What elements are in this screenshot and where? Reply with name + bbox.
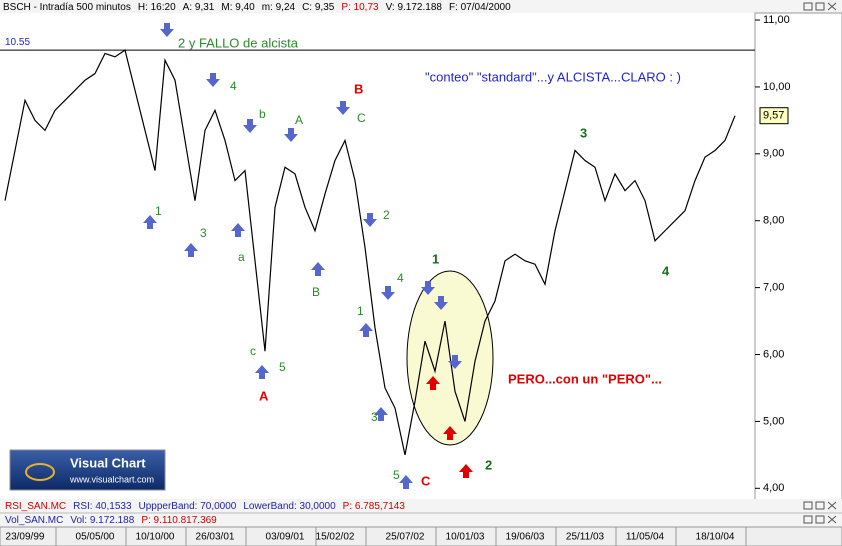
header-item: BSCH - Intradía 500 minutos xyxy=(3,2,131,13)
annotation: C xyxy=(421,473,431,488)
header-item: Vol_SAN.MC xyxy=(5,515,63,526)
annotation: b xyxy=(259,107,266,121)
annotation: 4 xyxy=(230,79,237,93)
header-item: RSI_SAN.MC xyxy=(5,501,66,512)
header-item: A: 9,31 xyxy=(183,2,215,13)
annotation: c xyxy=(250,344,256,358)
x-tick-label: 19/06/03 xyxy=(506,532,545,543)
header-item: C: 9,35 xyxy=(302,2,335,13)
wave-arrow xyxy=(363,213,377,227)
x-axis-bar xyxy=(0,526,842,546)
wave-arrow xyxy=(255,365,269,379)
y-tick-label: 5,00 xyxy=(763,415,784,427)
wave-arrow xyxy=(284,128,298,142)
wave-arrow xyxy=(311,262,325,276)
wave-arrow xyxy=(359,323,373,337)
header-item: P: 10,73 xyxy=(341,2,379,13)
wave-arrow xyxy=(243,119,257,133)
price-line xyxy=(4,49,736,455)
wave-arrow xyxy=(399,475,413,489)
header-item: Vol: 9.172.188 xyxy=(70,515,134,526)
last-price-label: 9,57 xyxy=(763,110,784,122)
y-tick-label: 11,00 xyxy=(763,14,790,26)
header-item: m: 9,24 xyxy=(262,2,296,13)
y-tick-label: 9,00 xyxy=(763,148,784,160)
last-price-box xyxy=(759,107,789,125)
header-item: H: 16:20 xyxy=(138,2,176,13)
header-item: V: 9.172.188 xyxy=(386,2,443,13)
header-item: M: 9,40 xyxy=(221,2,255,13)
annotation: A xyxy=(295,113,303,127)
annotation: 3 xyxy=(371,410,378,424)
annotation: "conteo" "standard"...y ALCISTA...CLARO … xyxy=(425,69,681,84)
annotation: 4 xyxy=(397,271,404,285)
annotation: 2 xyxy=(485,457,492,472)
annotation: 1 xyxy=(357,304,364,318)
x-tick-label: 05/05/00 xyxy=(76,532,115,543)
y-tick-label: 7,00 xyxy=(763,282,784,294)
vol-panel: Vol_SAN.MC Vol: 9.172.188 P: 9.110.817.369 xyxy=(5,515,217,526)
header-item: UppperBand: 70,0000 xyxy=(139,501,237,512)
wave-arrow xyxy=(426,376,440,390)
logo-icon xyxy=(25,463,55,481)
wave-arrow xyxy=(381,286,395,300)
wave-arrow xyxy=(206,73,220,87)
x-tick-label: 15/02/02 xyxy=(316,532,355,543)
annotation: B xyxy=(354,81,363,96)
wave-arrow xyxy=(448,355,462,369)
logo-url: www.visualchart.com xyxy=(69,474,154,484)
annotation: 4 xyxy=(662,263,670,278)
annotation: PERO...con un "PERO"... xyxy=(508,371,662,386)
y-axis-panel xyxy=(754,12,842,501)
y-tick-label: 4,00 xyxy=(763,482,784,494)
wave-arrow xyxy=(160,23,174,37)
annotation: 1 xyxy=(432,251,439,266)
x-tick-label: 25/11/03 xyxy=(566,532,605,543)
x-tick-label: 25/07/02 xyxy=(386,532,425,543)
annotation: 5 xyxy=(393,468,400,482)
wave-arrow xyxy=(421,281,435,295)
annotation: C xyxy=(357,111,366,125)
wave-arrow xyxy=(336,101,350,115)
wave-arrow xyxy=(143,215,157,229)
resistance-label: 10.55 xyxy=(5,37,30,48)
wave-arrow xyxy=(434,296,448,310)
logo-title: Visual Chart xyxy=(70,455,146,470)
y-tick-label: 10,00 xyxy=(763,81,791,93)
wave-arrow xyxy=(184,243,198,257)
annotation: 3 xyxy=(200,226,207,240)
header-item: RSI: 40,1533 xyxy=(73,501,132,512)
x-tick-label: 18/10/04 xyxy=(696,532,735,543)
wave-arrow xyxy=(374,407,388,421)
y-tick-label: 6,00 xyxy=(763,348,784,360)
annotation: A xyxy=(259,388,269,403)
annotation: 2 xyxy=(383,208,390,222)
annotation: 2 y FALLO de alcista xyxy=(178,35,299,50)
x-tick-label: 26/03/01 xyxy=(196,532,235,543)
header-item: P: 6.785,7143 xyxy=(343,501,406,512)
window-buttons[interactable] xyxy=(803,2,837,524)
wave-arrow xyxy=(231,223,245,237)
x-tick-label: 03/09/01 xyxy=(266,532,305,543)
logo-box xyxy=(9,449,166,491)
wave-arrow xyxy=(459,464,473,478)
annotation: a xyxy=(238,250,245,264)
header-item: LowerBand: 30,0000 xyxy=(243,501,336,512)
annotation: B xyxy=(312,285,320,299)
y-tick-label: 8,00 xyxy=(763,215,784,227)
header-bar xyxy=(0,0,842,13)
wave-arrow xyxy=(443,426,457,440)
annotation: 1 xyxy=(155,204,162,218)
x-tick-label: 11/05/04 xyxy=(626,532,665,543)
header: BSCH - Intradía 500 minutos H: 16:20 A: 9,… xyxy=(3,2,511,13)
header-item: F: 07/04/2000 xyxy=(449,2,511,13)
x-tick-label: 10/01/03 xyxy=(446,532,485,543)
header-item: P: 9.110.817.369 xyxy=(141,515,217,526)
annotation: 5 xyxy=(279,360,286,374)
rsi-panel: RSI_SAN.MC RSI: 40,1533 UppperBand: 70,000… xyxy=(5,501,405,512)
x-tick-label: 10/10/00 xyxy=(136,532,175,543)
annotation: 3 xyxy=(580,125,587,140)
x-tick-label: 23/09/99 xyxy=(6,532,45,543)
